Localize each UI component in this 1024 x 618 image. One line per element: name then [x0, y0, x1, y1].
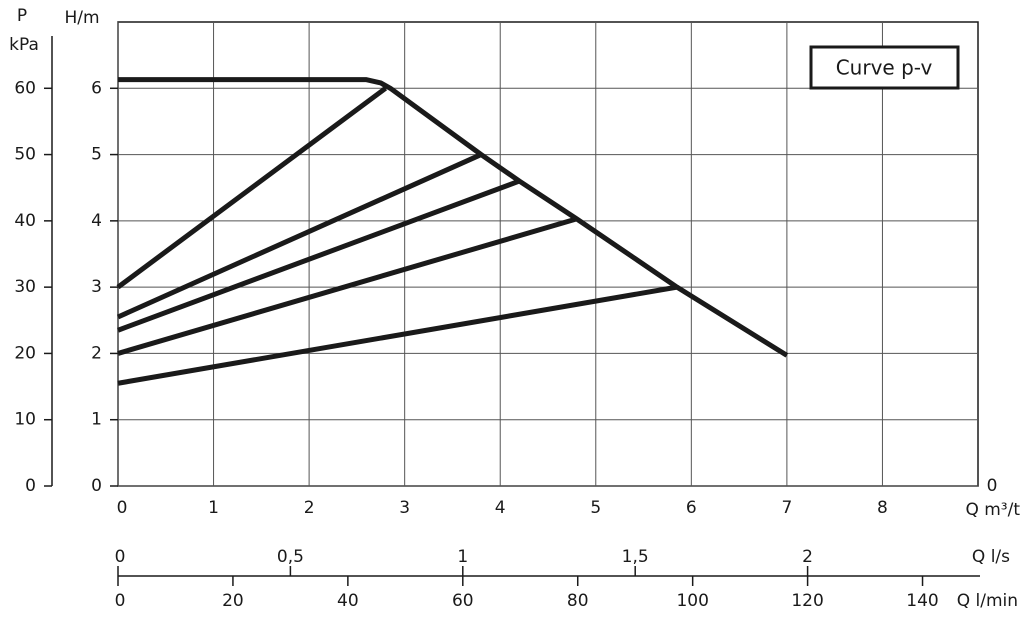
- x-tick-label: 2: [304, 498, 315, 518]
- p-axis-title: P: [17, 6, 27, 26]
- y2-tick-label: 50: [14, 145, 36, 165]
- x3ticks-label: 40: [337, 591, 359, 611]
- y-tick-label: 0: [91, 476, 102, 496]
- y-tick-label: 2: [91, 343, 102, 363]
- x3ticks-label: 60: [452, 591, 474, 611]
- y2-tick-label: 0: [25, 476, 36, 496]
- x-tick-label: 5: [590, 498, 601, 518]
- y2-tick-label: 30: [14, 277, 36, 297]
- x-tick-label: 3: [399, 498, 410, 518]
- x2-axis-title: Q l/s: [972, 547, 1010, 567]
- x3ticks-label: 140: [906, 591, 938, 611]
- x3ticks-label: 80: [567, 591, 589, 611]
- x2ticks-label: 1: [457, 547, 468, 567]
- y2-tick-label: 10: [14, 410, 36, 430]
- corner-label: 0: [987, 476, 998, 496]
- x2ticks-label: 1,5: [622, 547, 649, 567]
- annotation: Curve p-v: [836, 56, 933, 80]
- x-tick-label: 4: [495, 498, 506, 518]
- y2-tick-label: 60: [14, 78, 36, 98]
- x3ticks-label: 0: [115, 591, 126, 611]
- x-tick-label: 1: [208, 498, 219, 518]
- p-axis-unit: kPa: [9, 35, 39, 55]
- y-tick-label: 1: [91, 410, 102, 430]
- x-tick-label: 0: [117, 498, 128, 518]
- x-tick-label: 7: [781, 498, 792, 518]
- x3ticks-label: 120: [791, 591, 823, 611]
- x2ticks-label: 0: [115, 547, 126, 567]
- x3-axis-title: Q l/min: [957, 591, 1018, 611]
- y2-tick-label: 40: [14, 211, 36, 231]
- x3ticks-label: 100: [676, 591, 708, 611]
- x3ticks-label: 20: [222, 591, 244, 611]
- annotation-box: [809, 45, 960, 90]
- x-tick-label: 6: [686, 498, 697, 518]
- curve: [117, 216, 578, 356]
- x2ticks-label: 2: [802, 547, 813, 567]
- y-tick-label: 5: [91, 145, 102, 165]
- h-axis-title: H/m: [64, 8, 99, 28]
- x2ticks-label: 0,5: [277, 547, 304, 567]
- curve: [116, 86, 388, 290]
- y2-tick-label: 20: [14, 343, 36, 363]
- x-axis-title: Q m³/t: [965, 500, 1020, 520]
- plot-frame: [117, 21, 979, 487]
- curve: [116, 152, 483, 320]
- y-tick-label: 6: [91, 78, 102, 98]
- curve: [118, 77, 789, 358]
- x-tick-label: 8: [877, 498, 888, 518]
- curve: [117, 284, 678, 386]
- y-tick-label: 4: [91, 211, 102, 231]
- curve: [117, 178, 521, 333]
- y-tick-label: 3: [91, 277, 102, 297]
